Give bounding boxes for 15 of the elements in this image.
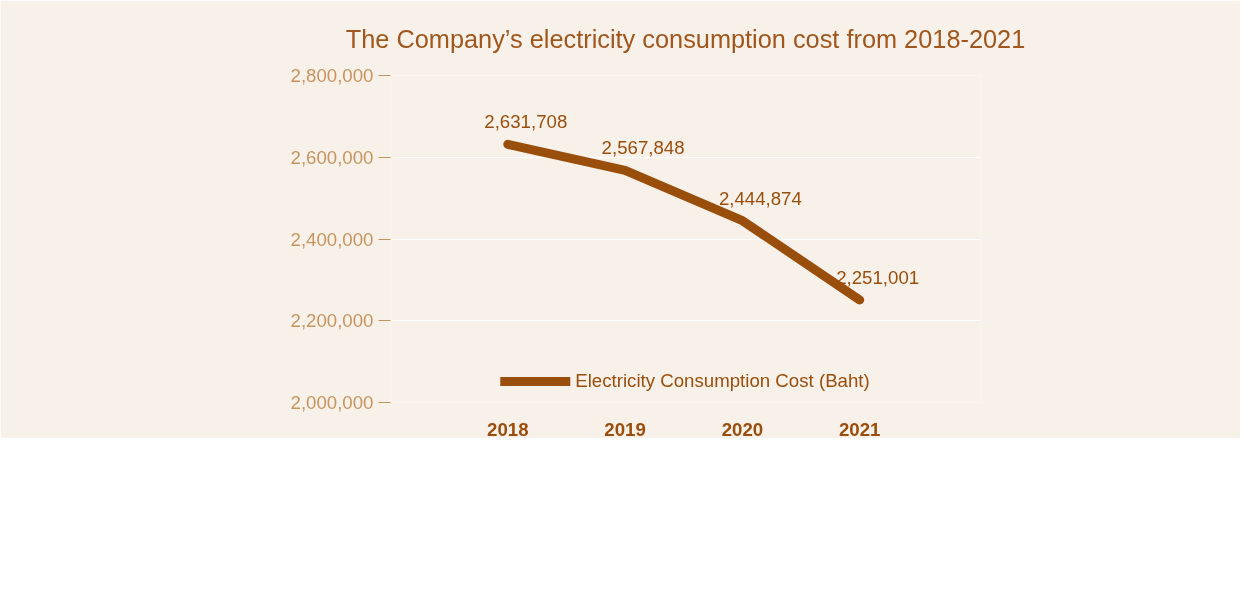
- x-tick-label: 2021: [838, 418, 881, 440]
- y-tick-label: 2,600,000: [290, 146, 374, 168]
- y-tick-label: 2,000,000: [290, 392, 374, 413]
- y-tick-label: 2,800,000: [290, 65, 374, 86]
- x-tick-label: 2018: [487, 418, 529, 440]
- y-tick-label: 2,400,000: [290, 228, 374, 250]
- x-tick-label: 2019: [604, 418, 646, 440]
- data-label: 2,251,001: [836, 266, 920, 288]
- data-label: 2,567,848: [601, 137, 685, 159]
- data-label: 2,444,874: [718, 187, 802, 209]
- legend-label: Electricity Consumption Cost (Baht): [575, 370, 870, 392]
- chart-title: The Company’s electricity consumption cost from 2018-2021: [345, 25, 1026, 53]
- data-label: 2,631,708: [484, 111, 568, 133]
- y-tick-label: 2,200,000: [290, 310, 374, 332]
- x-tick-label: 2020: [721, 418, 764, 440]
